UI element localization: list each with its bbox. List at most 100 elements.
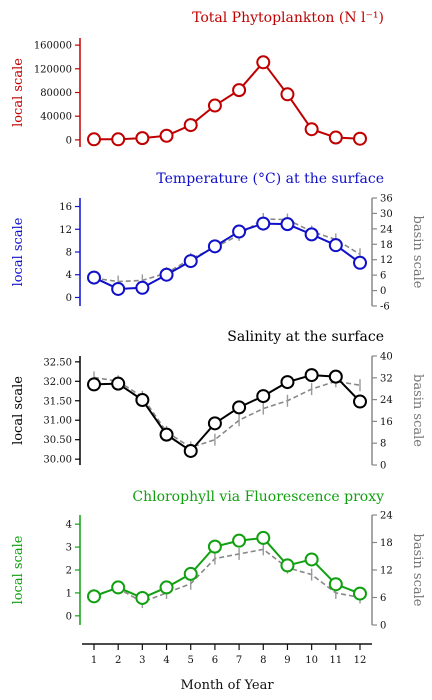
left-tick-label: 0	[66, 611, 72, 622]
left-tick-label: 0	[66, 293, 72, 304]
x-tick-label: 4	[163, 655, 169, 666]
data-point	[328, 369, 343, 384]
panel-2: Temperature (°C) at the surface 0 4 8 12 16 lo…	[11, 171, 425, 313]
basin-series-line	[93, 376, 361, 449]
data-point	[353, 586, 367, 601]
x-tick-label: 3	[139, 655, 145, 666]
data-point	[183, 566, 198, 581]
right-tick-label: 24	[380, 511, 393, 522]
data-point	[353, 394, 367, 409]
left-tick-label: 32.00	[43, 377, 72, 388]
panel-4: Chlorophyll via Fluorescence proxy 0 1 2 3 4 l…	[11, 489, 425, 632]
data-point	[256, 216, 271, 231]
left-tick-label: 4	[66, 270, 72, 281]
left-tick-label: 160000	[34, 41, 72, 52]
data-point	[159, 267, 174, 282]
right-tick-label: 18	[380, 240, 393, 251]
x-tick-label: 6	[212, 655, 218, 666]
data-point	[87, 377, 101, 392]
panel-3: Salinity at the surface 30.00 30.50 31.00 31…	[11, 329, 425, 472]
left-axis-label: local scale	[11, 58, 26, 127]
right-tick-label: 8	[380, 439, 386, 450]
data-point	[183, 254, 198, 269]
series-line	[94, 60, 361, 141]
right-axis-label: basin scale	[410, 534, 425, 607]
right-tick-label: 6	[380, 271, 386, 282]
data-point	[232, 400, 247, 415]
x-tick-label: 11	[329, 655, 342, 666]
left-tick-label: 0	[66, 135, 72, 146]
right-axis-label: basin scale	[410, 216, 425, 289]
data-point	[135, 392, 150, 407]
data-point	[280, 558, 295, 573]
data-point	[328, 130, 343, 145]
left-tick-label: 3	[66, 543, 72, 554]
left-tick-label: 32.50	[43, 357, 72, 368]
left-tick-label: 120000	[34, 64, 72, 75]
x-axis-label: Month of Year	[180, 678, 274, 693]
chart-title: Total Phytoplankton (N l⁻¹)	[192, 10, 384, 26]
left-tick-label: 16	[59, 202, 72, 213]
right-tick-label: 6	[380, 593, 386, 604]
left-tick-label: 80000	[40, 88, 72, 99]
left-tick-label: 12	[59, 225, 72, 236]
data-point	[111, 376, 126, 391]
data-point	[280, 375, 295, 390]
data-point	[183, 443, 198, 458]
right-tick-label: 0	[380, 621, 386, 632]
left-tick-label: 4	[66, 520, 72, 531]
x-tick-label: 8	[260, 655, 266, 666]
series-line	[93, 222, 361, 290]
chart-title: Salinity at the surface	[227, 329, 384, 345]
data-point	[280, 217, 295, 232]
right-tick-label: 36	[380, 194, 393, 205]
chart-title: Chlorophyll via Fluorescence proxy	[132, 489, 384, 505]
left-axis-label: local scale	[11, 376, 26, 445]
data-point	[353, 255, 367, 270]
left-tick-label: 2	[66, 566, 72, 577]
series-line	[93, 536, 361, 600]
data-point	[207, 98, 222, 113]
right-axis-label: basin scale	[410, 374, 425, 447]
data-point	[304, 227, 319, 242]
right-tick-label: 24	[380, 395, 393, 406]
data-point	[111, 281, 126, 296]
data-point	[232, 533, 247, 548]
data-point	[183, 118, 198, 133]
right-tick-label: 32	[380, 373, 393, 384]
data-point	[87, 132, 101, 147]
data-point	[232, 224, 247, 239]
x-tick-label: 1	[91, 655, 97, 666]
data-point	[159, 427, 174, 442]
panel-1: Total Phytoplankton (N l⁻¹) 0 40000 80000 12…	[11, 10, 384, 147]
data-point	[256, 55, 271, 70]
left-tick-label: 30.50	[43, 435, 72, 446]
left-axis-label: local scale	[11, 535, 26, 604]
data-point	[135, 280, 150, 295]
left-tick-label: 31.00	[43, 416, 72, 427]
series-line	[93, 374, 361, 453]
right-tick-label: 0	[380, 286, 386, 297]
left-tick-label: 31.50	[43, 396, 72, 407]
right-tick-label: 0	[380, 461, 386, 472]
left-tick-label: 1	[66, 588, 72, 599]
data-point	[304, 368, 319, 383]
x-tick-label: 12	[354, 655, 367, 666]
right-tick-label: 12	[380, 255, 393, 266]
data-point	[111, 132, 126, 147]
data-point	[328, 577, 343, 592]
x-tick-label: 9	[284, 655, 290, 666]
data-point	[207, 539, 222, 554]
right-tick-label: 16	[380, 417, 393, 428]
data-point	[256, 389, 271, 404]
left-axis-label: local scale	[11, 217, 26, 286]
right-tick-label: 40	[380, 352, 393, 363]
data-point	[207, 416, 222, 431]
chart-title: Temperature (°C) at the surface	[156, 171, 384, 187]
data-point	[111, 580, 126, 595]
x-tick-label: 10	[305, 655, 318, 666]
data-point	[135, 590, 150, 605]
data-point	[353, 131, 367, 146]
left-tick-label: 30.00	[43, 455, 72, 466]
